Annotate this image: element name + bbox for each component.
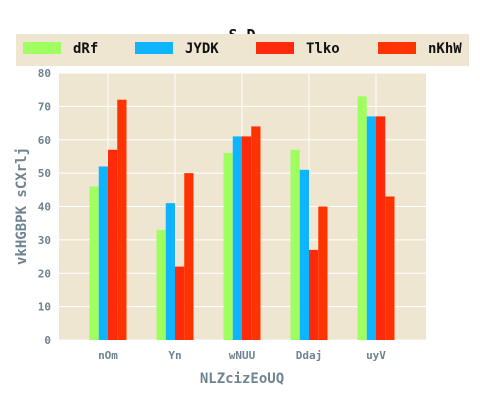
bar — [117, 99, 127, 340]
y-tick-label: 40 — [38, 201, 51, 214]
y-tick-label: 20 — [38, 267, 51, 280]
bars — [89, 96, 395, 341]
legend-label: JYDK — [185, 41, 219, 57]
y-axis-ticks: 0 10 20 30 40 50 60 70 80 — [38, 67, 51, 347]
x-axis-ticks: nOm Yn wNUU Ddaj uyV — [98, 349, 386, 362]
bar — [175, 266, 185, 340]
legend-label: nKhW — [428, 41, 462, 57]
bar — [184, 173, 194, 340]
legend-swatch — [135, 42, 173, 54]
x-tick-label: nOm — [98, 349, 118, 362]
bar — [98, 166, 108, 340]
bar — [290, 149, 300, 340]
legend-label: Tlko — [306, 41, 340, 57]
bar — [108, 149, 118, 340]
legend-swatch — [256, 42, 294, 54]
bar — [385, 196, 395, 340]
bar — [232, 136, 242, 340]
bar — [242, 136, 252, 340]
legend-swatch — [378, 42, 416, 54]
bar — [89, 186, 99, 340]
bar — [251, 126, 261, 341]
legend-swatch — [23, 42, 61, 54]
y-tick-label: 80 — [38, 67, 51, 80]
y-tick-label: 50 — [38, 167, 51, 180]
bar — [309, 249, 319, 340]
legend-label: dRf — [73, 41, 98, 57]
x-tick-label: uyV — [366, 349, 386, 362]
bar — [299, 169, 309, 340]
bar — [366, 116, 376, 340]
bar — [376, 116, 386, 340]
x-tick-label: Yn — [168, 349, 181, 362]
bar — [223, 153, 233, 340]
x-axis-label: NLZcizEoUQ — [200, 371, 284, 387]
y-tick-label: 70 — [38, 100, 51, 113]
y-tick-label: 30 — [38, 234, 51, 247]
y-tick-label: 60 — [38, 134, 51, 147]
x-tick-label: wNUU — [229, 349, 256, 362]
bar — [165, 203, 175, 340]
y-axis-label: vkHGBPK sCXrlj — [14, 147, 30, 265]
legend: dRf JYDK Tlko nKhW — [16, 34, 469, 66]
y-tick-label: 10 — [38, 301, 51, 314]
y-tick-label: 0 — [44, 334, 51, 347]
bar — [357, 96, 367, 340]
bar — [318, 206, 328, 340]
bar — [156, 229, 166, 340]
x-tick-label: Ddaj — [296, 349, 323, 362]
